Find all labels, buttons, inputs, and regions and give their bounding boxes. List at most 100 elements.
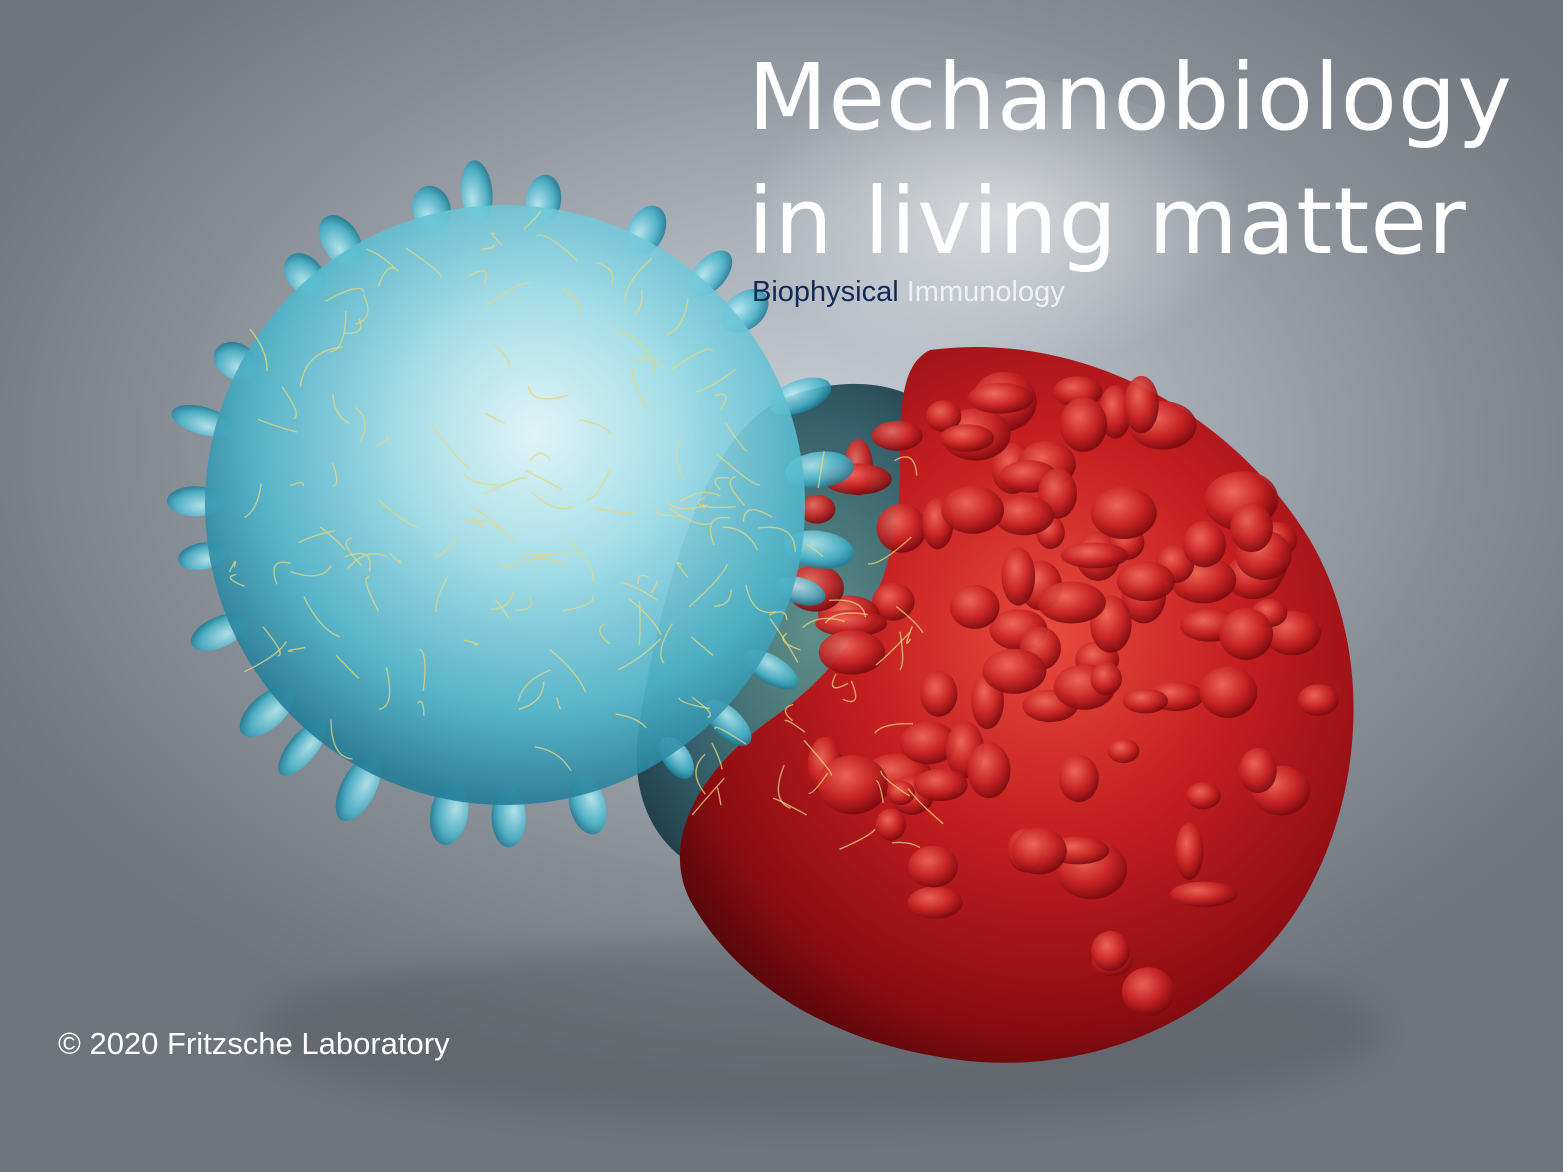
actin-filament [803, 739, 833, 776]
actin-filament [711, 742, 723, 770]
actin-filament [768, 611, 788, 621]
target-cell-bump [949, 584, 1000, 629]
target-cell-bump [1122, 688, 1169, 714]
target-cell-bump [939, 424, 995, 452]
actin-filament [839, 828, 876, 850]
actin-filament [332, 393, 350, 425]
actin-filament [619, 581, 658, 601]
target-cell-bump [1001, 547, 1036, 606]
actin-filament [631, 367, 649, 411]
actin-filament [344, 552, 371, 572]
actin-filament [824, 612, 868, 624]
actin-filament [688, 563, 728, 608]
actin-filament [655, 509, 681, 517]
actin-filament [405, 247, 442, 277]
actin-filament [894, 456, 918, 476]
actin-filament [355, 294, 369, 325]
actin-filament [244, 483, 262, 519]
actin-filament [329, 310, 347, 353]
actin-filament [784, 719, 806, 733]
actin-filament [676, 561, 689, 578]
target-cell-bump [925, 400, 962, 432]
actin-filament [716, 786, 722, 806]
actin-filament [355, 406, 366, 442]
target-cell-bump [799, 494, 836, 524]
actin-filament [485, 282, 531, 307]
actin-filament [375, 435, 390, 447]
actin-filament [676, 435, 684, 479]
actin-filament [875, 780, 884, 804]
actin-filament [290, 565, 332, 577]
actin-filament [906, 625, 914, 644]
target-cell-bump [886, 780, 916, 806]
actin-filament [298, 530, 336, 544]
target-cell-bump [1124, 375, 1159, 434]
actin-filament [467, 270, 488, 284]
actin-filament [678, 491, 721, 503]
target-cell-bump [994, 495, 1055, 536]
actin-filament [668, 507, 711, 526]
actin-filament [229, 573, 245, 587]
actin-filament [691, 777, 725, 816]
actin-filament [471, 517, 485, 529]
actin-filament [262, 626, 281, 657]
actin-filament [388, 552, 402, 564]
actin-filament [289, 481, 304, 487]
actin-filament [802, 617, 846, 629]
actin-filament [561, 595, 594, 612]
target-cell-bump [1011, 827, 1067, 875]
actin-filament [365, 576, 379, 612]
target-cell-bump [907, 886, 963, 919]
actin-filament [514, 597, 533, 611]
actin-filament [695, 368, 737, 393]
target-cell-bump [1297, 684, 1339, 716]
actin-filament [319, 526, 346, 550]
target-cell-bump [1182, 520, 1227, 568]
actin-filament [495, 599, 510, 620]
title-line-2: in living matter [748, 168, 1467, 275]
actin-filament [377, 267, 400, 288]
actin-filament [624, 257, 653, 303]
actin-filament [335, 654, 360, 679]
actin-filament [650, 580, 659, 594]
actin-filament [806, 543, 824, 557]
actin-filament [666, 298, 689, 336]
target-cell-bump [967, 742, 1011, 799]
actin-filament [617, 638, 662, 671]
actin-filament [529, 452, 551, 462]
actin-filament [556, 697, 562, 710]
t-cell [167, 160, 944, 850]
actin-filament [729, 476, 746, 506]
actin-filament [615, 329, 657, 374]
actin-filament [695, 753, 706, 795]
actin-filament [777, 764, 791, 809]
actin-filament [714, 476, 729, 491]
actin-filament [497, 554, 528, 568]
actin-filament [678, 697, 710, 710]
target-cell-bump [1185, 782, 1221, 810]
target-cell-bump [817, 755, 888, 815]
actin-filament [534, 746, 572, 772]
actin-filament [742, 509, 773, 522]
target-cell-bump [1230, 503, 1273, 553]
subtitle-part-1: Biophysical [752, 276, 899, 308]
actin-filament [524, 557, 566, 565]
target-cell-bump [876, 503, 927, 553]
actin-filament [697, 496, 707, 509]
actin-filament [244, 641, 287, 673]
actin-filament [892, 841, 921, 849]
actin-filament [491, 232, 503, 246]
target-cell-bump [1199, 666, 1258, 718]
target-cell-bump [1116, 561, 1175, 602]
actin-filament [228, 560, 237, 573]
target-cell-bump [899, 721, 958, 765]
actin-filament [524, 469, 563, 491]
target-cell-bump [941, 486, 1005, 534]
actin-filament [615, 713, 647, 729]
actin-filament [303, 596, 340, 638]
actin-filament [465, 519, 500, 535]
actin-filament [416, 700, 425, 716]
actin-filament [782, 632, 801, 651]
actin-filament [481, 244, 495, 251]
